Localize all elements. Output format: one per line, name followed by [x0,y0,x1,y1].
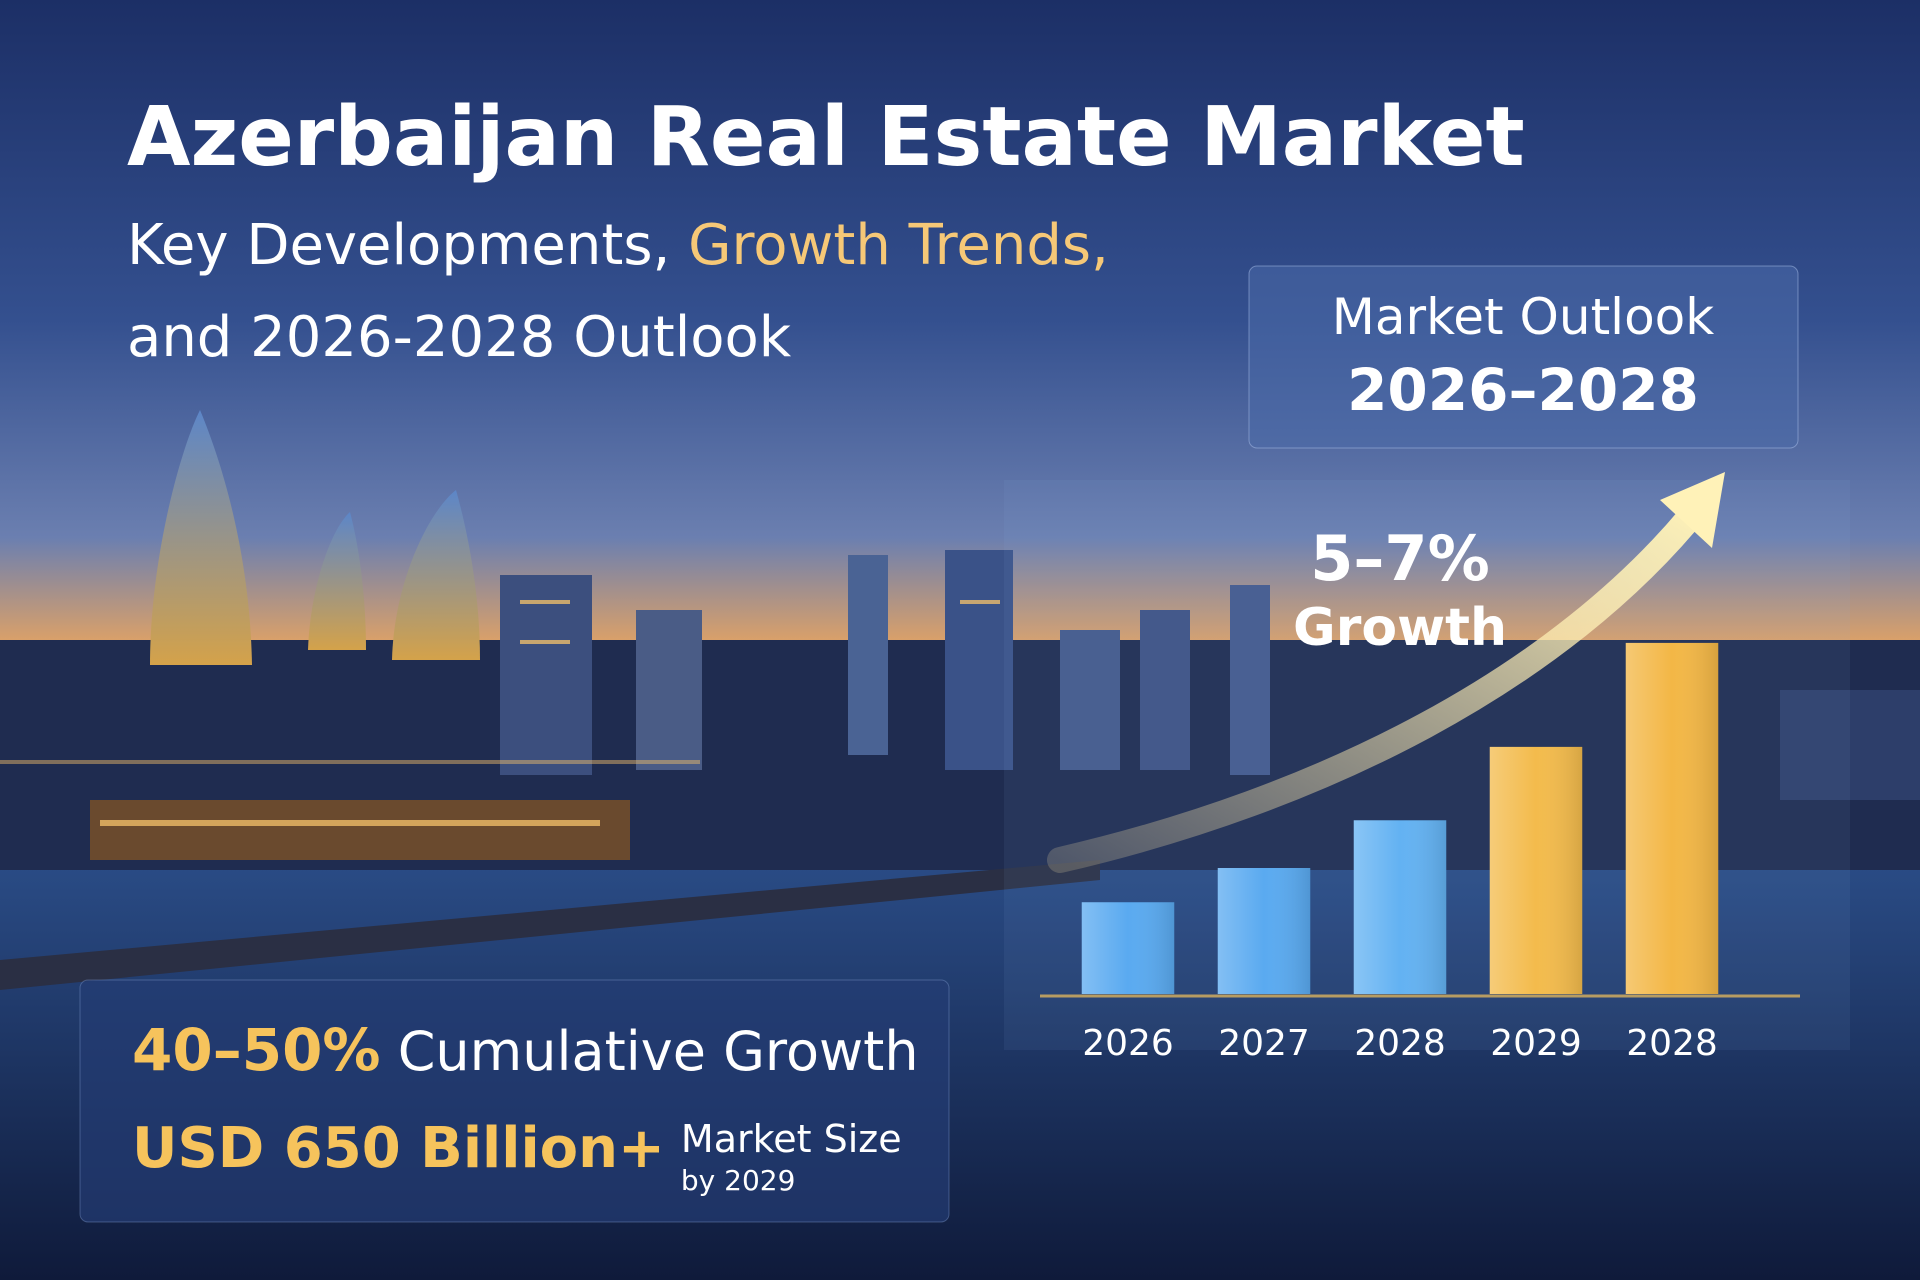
stat-value: 40–50% [132,1016,381,1084]
subtitle-line: and 2026-2028 Outlook [127,305,792,370]
annotation-label: Growth [1293,598,1507,658]
bar-shine [1081,902,1175,994]
bar-shine [1489,746,1583,994]
city-lights [0,600,1000,826]
bar-shine [1217,867,1311,994]
title: Azerbaijan Real Estate Market [127,90,1525,185]
outlook-period: 2026–2028 [1347,356,1699,424]
x-tick-label: 2029 [1490,1023,1582,1064]
x-tick-label: 2028 [1626,1023,1718,1064]
annotation-value: 5–7% [1310,522,1489,595]
skyline [0,410,1920,990]
stat-label: Cumulative Growth [398,1020,919,1083]
stat-label: Market Size [681,1117,902,1161]
outlook-box [1248,265,1799,449]
subtitle-highlight: Growth Trends, [688,213,1109,278]
x-tick-label: 2028 [1354,1023,1446,1064]
bar-shine [1353,820,1447,994]
bar-shine [1625,642,1719,994]
stat-growth: 40–50% Cumulative Growth [132,1016,919,1084]
arrow-head [1660,472,1725,548]
bar-chart: 2026 2027 2028 2029 2028 [1040,642,1800,1064]
stat-note: by 2029 [681,1164,796,1197]
x-tick-label: 2026 [1082,1023,1174,1064]
subtitle: Key Developments, Growth Trends, [127,213,1109,278]
stat-value: USD 650 Billion+ [132,1116,665,1181]
stats-box [79,979,950,1223]
x-tick-label: 2027 [1218,1023,1310,1064]
outlook-label: Market Outlook [1332,288,1714,346]
growth-arrow [1047,492,1713,873]
subtitle-part: Key Developments, [127,213,670,278]
